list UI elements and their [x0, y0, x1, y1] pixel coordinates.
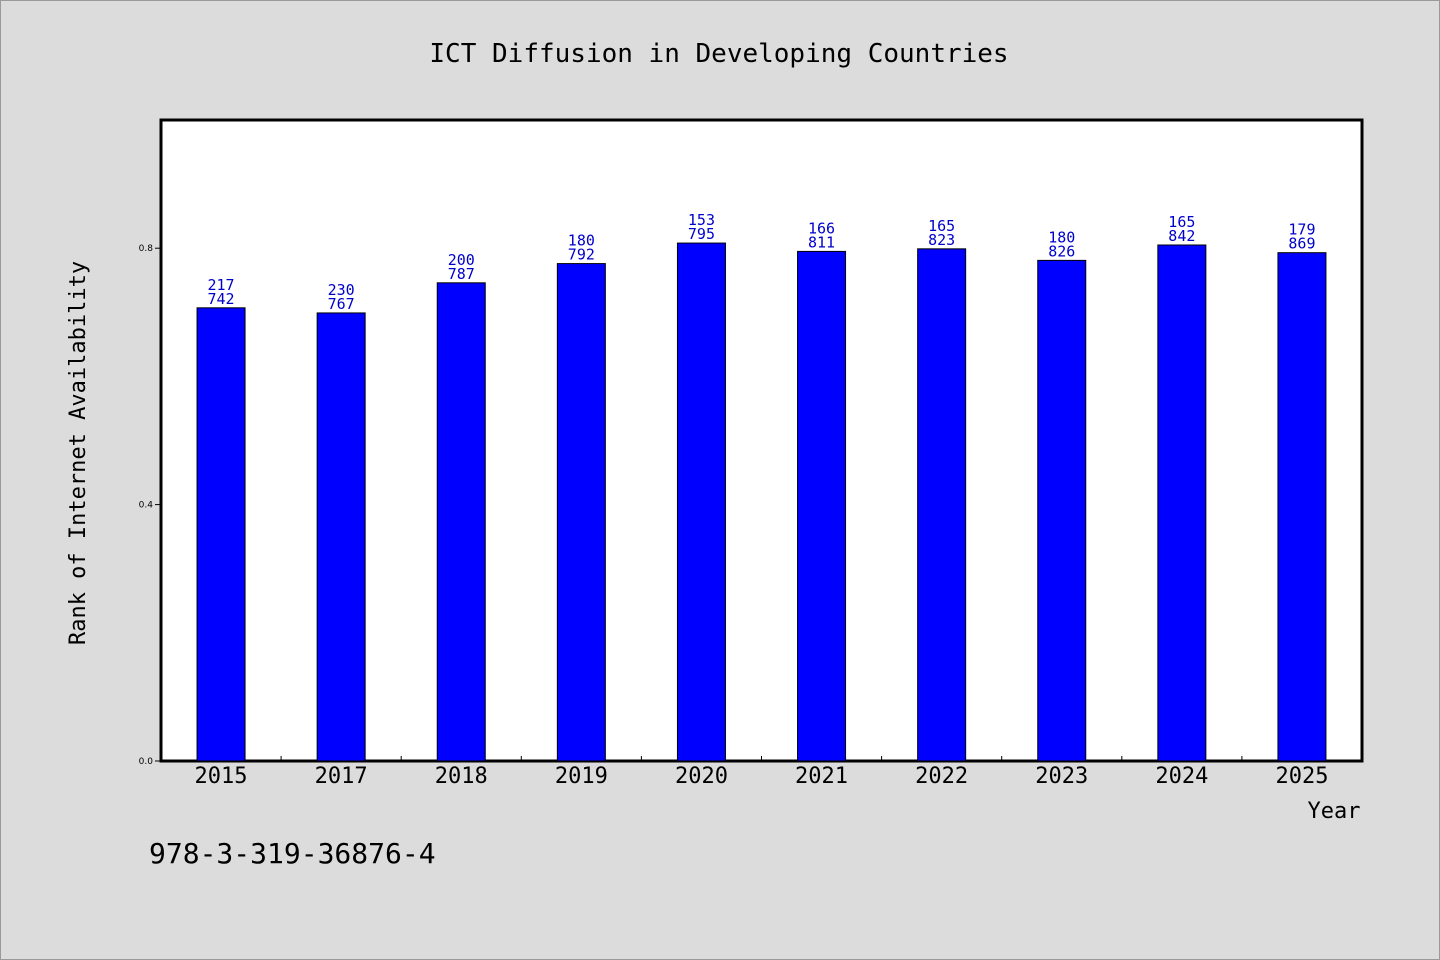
x-axis-ticks: 2015 2017 2018 2019 2020 2021 2022 2023 2024 2025	[195, 756, 1328, 789]
bar-2021	[797, 250, 847, 762]
data-label-2021-2: 811	[808, 233, 835, 251]
x-tick-label-2018: 2018	[435, 764, 488, 789]
data-label-2024-1: 165	[1168, 213, 1195, 231]
data-label-2019-2: 792	[568, 246, 595, 264]
x-tick-label-2025: 2025	[1275, 764, 1328, 789]
data-label-2025-2: 869	[1288, 235, 1315, 253]
x-tick-label-2024: 2024	[1155, 764, 1208, 789]
data-label-2024-2: 842	[1168, 227, 1195, 245]
bar-2017	[316, 312, 366, 762]
bar-2025	[1277, 252, 1327, 762]
bar-2024	[1157, 244, 1207, 762]
bar-2015	[196, 307, 246, 762]
bar-2020	[676, 242, 726, 762]
data-label-2017-1: 230	[328, 281, 355, 299]
bar-2022	[917, 248, 967, 762]
x-tick-label-2021: 2021	[795, 764, 848, 789]
x-tick-label-2022: 2022	[915, 764, 968, 789]
y-axis-ticks: 0.0 0.4 0.8	[139, 244, 161, 767]
data-label-2018-2: 787	[448, 265, 475, 283]
bar-2018	[436, 282, 486, 762]
chart-title: ICT Diffusion in Developing Countries	[429, 39, 1008, 69]
data-label-2022-1: 165	[928, 217, 955, 235]
x-tick-label-2023: 2023	[1035, 764, 1088, 789]
x-axis-title: Year	[1308, 799, 1361, 824]
y-tick-label-0.0: 0.0	[139, 757, 154, 767]
x-tick-label-2017: 2017	[315, 764, 368, 789]
data-label-2021-1: 166	[808, 219, 835, 237]
data-label-2023-1: 180	[1048, 228, 1075, 246]
y-axis-title: Rank of Internet Availability	[66, 261, 91, 645]
y-tick-label-0.8: 0.8	[139, 244, 154, 254]
data-label-2020-1: 153	[688, 211, 715, 229]
data-label-2023-2: 826	[1048, 242, 1075, 260]
bars-layer	[196, 242, 1327, 762]
y-tick-label-0.4: 0.4	[139, 501, 154, 511]
x-tick-label-2020: 2020	[675, 764, 728, 789]
bar-2023	[1037, 259, 1087, 762]
data-label-2025-1: 179	[1288, 221, 1315, 239]
bar-2019	[556, 263, 606, 762]
data-label-2017-2: 767	[328, 295, 355, 313]
data-label-2015-2: 742	[208, 290, 235, 308]
data-label-2022-2: 823	[928, 231, 955, 249]
x-tick-label-2019: 2019	[555, 764, 608, 789]
data-label-2015-1: 217	[208, 276, 235, 294]
data-label-2018-1: 200	[448, 251, 475, 269]
data-label-2020-2: 795	[688, 225, 715, 243]
data-label-2019-1: 180	[568, 232, 595, 250]
isbn-text: 978-3-319-36876-4	[149, 837, 436, 870]
x-tick-label-2015: 2015	[195, 764, 248, 789]
